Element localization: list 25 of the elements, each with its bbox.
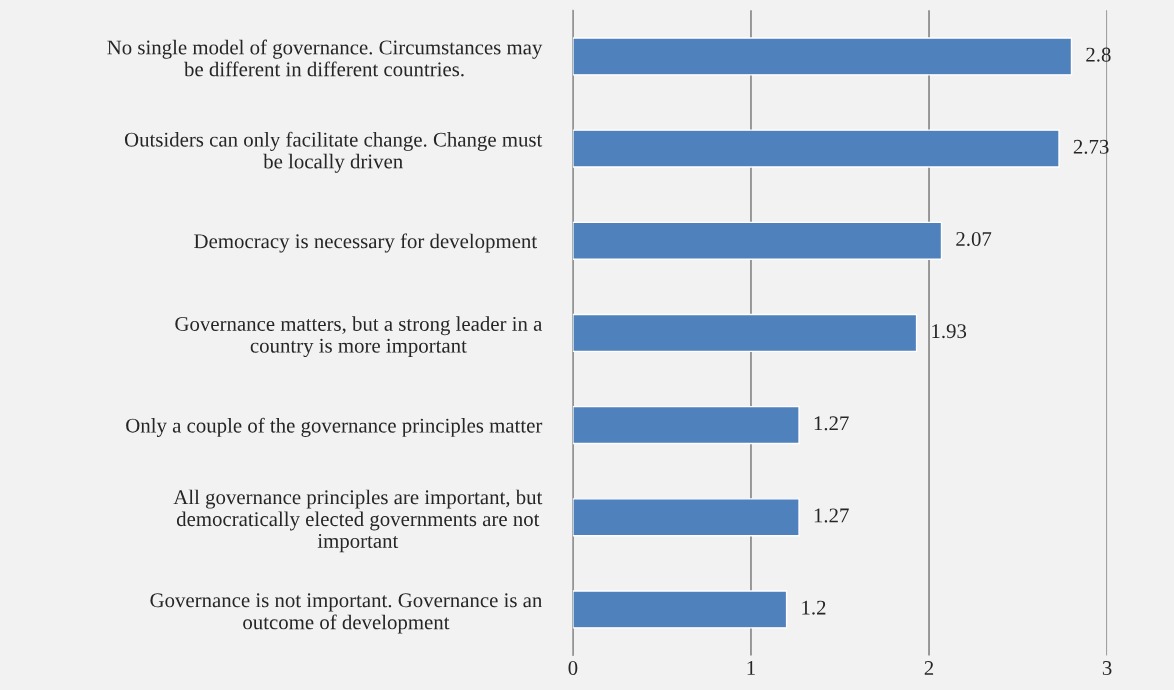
- bar: [572, 405, 800, 445]
- data-label: 2.73: [1073, 139, 1109, 154]
- bar: [572, 590, 788, 629]
- bar: [572, 37, 1073, 76]
- bar: [572, 313, 918, 353]
- bar: [572, 129, 1060, 168]
- y-tick-label: Democracy is necessary for development: [194, 233, 538, 253]
- data-label: 1.27: [814, 508, 849, 523]
- y-tick-label: Governance is not important. Governance is an outcome of development: [150, 593, 543, 634]
- x-tick-label: 2: [924, 661, 934, 675]
- x-tick-label: 3: [1102, 661, 1112, 676]
- x-tick-label: 0: [568, 660, 578, 676]
- y-tick-label: Outsiders can only facilitate change. Change must be locally driven: [124, 131, 543, 173]
- y-tick-label: Only a couple of the governance principles matter: [126, 417, 543, 437]
- data-label: 2.07: [956, 231, 992, 247]
- y-tick-label: No single model of governance. Circumstances may be different in different countries.: [107, 39, 543, 77]
- x-tick-label: 1: [747, 661, 755, 675]
- data-label: 2.8: [1086, 47, 1111, 62]
- data-label: 1.27: [814, 416, 849, 431]
- y-tick-label: All governance principles are important, but democratically elected governments are not important: [173, 489, 543, 553]
- bar: [572, 221, 943, 260]
- y-tick-label: Governance matters, but a strong leader in a country is more important: [175, 316, 543, 358]
- data-label: 1.2: [802, 600, 826, 615]
- data-label: 1.93: [932, 324, 967, 339]
- bar: [572, 498, 800, 537]
